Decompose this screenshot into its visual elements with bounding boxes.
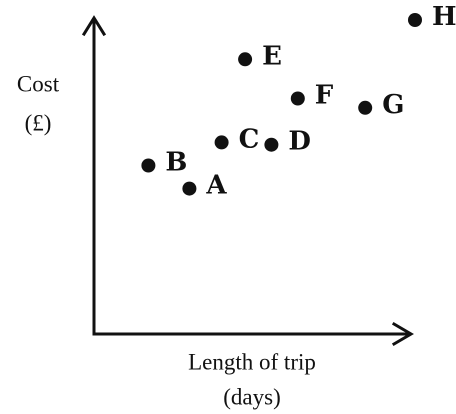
data-point-a: A bbox=[182, 171, 227, 201]
x-axis-arrow bbox=[391, 321, 414, 347]
point-label-f: F bbox=[315, 81, 334, 111]
point-marker-e bbox=[238, 52, 253, 67]
point-label-g: G bbox=[382, 90, 404, 120]
x-axis-label: Length of trip (days) bbox=[188, 349, 316, 409]
point-marker-d bbox=[264, 137, 279, 152]
y-axis-title: Cost bbox=[17, 71, 60, 96]
y-axis-arrow bbox=[81, 15, 107, 37]
data-point-f: F bbox=[290, 81, 334, 111]
point-label-e: E bbox=[262, 41, 282, 71]
y-axis-label: Cost (£) bbox=[17, 71, 60, 135]
data-point-g: G bbox=[358, 90, 404, 120]
data-point-d: D bbox=[264, 127, 311, 157]
point-marker-g bbox=[358, 100, 373, 115]
x-axis-unit: (days) bbox=[223, 384, 280, 409]
data-point-h: H bbox=[408, 2, 456, 32]
point-label-a: A bbox=[205, 171, 227, 201]
data-point-e: E bbox=[238, 41, 282, 71]
data-point-c: C bbox=[214, 124, 260, 154]
point-marker-c bbox=[214, 135, 229, 150]
point-marker-b bbox=[141, 158, 156, 173]
point-marker-a bbox=[182, 181, 197, 196]
data-point-b: B bbox=[141, 148, 187, 178]
point-label-d: D bbox=[288, 127, 311, 157]
axes bbox=[81, 15, 414, 347]
y-axis-unit: (£) bbox=[25, 110, 52, 135]
point-label-c: C bbox=[239, 124, 260, 154]
point-label-h: H bbox=[432, 2, 456, 32]
point-marker-f bbox=[290, 91, 305, 106]
x-axis-title: Length of trip bbox=[188, 349, 316, 374]
point-label-b: B bbox=[165, 148, 187, 178]
point-marker-h bbox=[408, 13, 422, 27]
data-points: AB C D E F G H bbox=[141, 2, 456, 201]
